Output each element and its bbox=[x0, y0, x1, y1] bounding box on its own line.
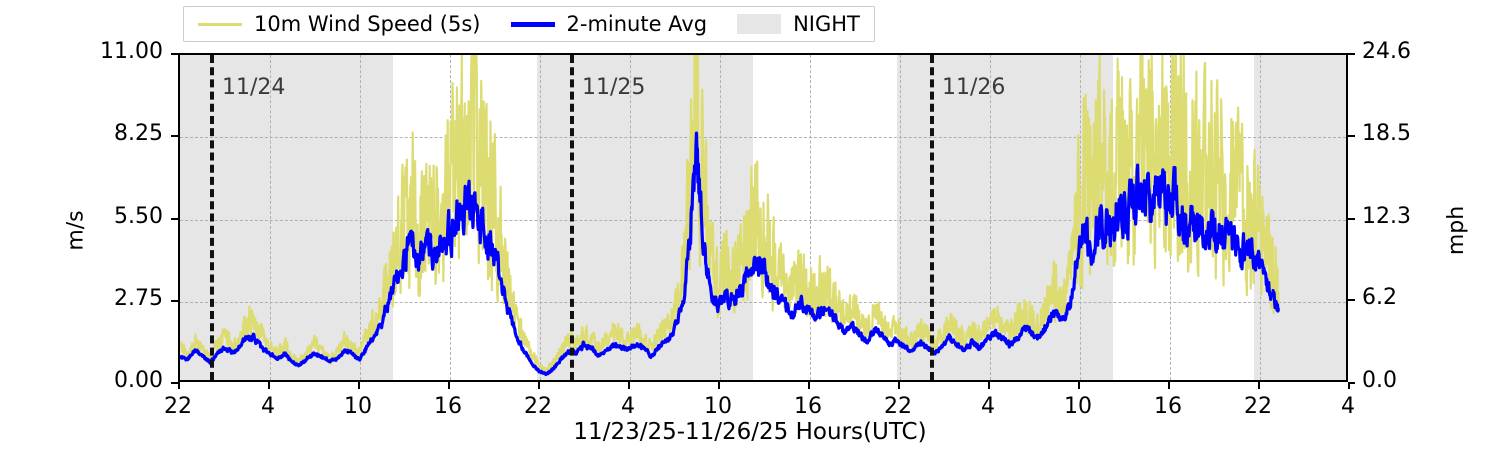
x-axis-tick-label: 22 bbox=[1244, 394, 1272, 419]
series-line-2-minute-avg bbox=[180, 133, 1278, 374]
x-axis-tick-mark bbox=[988, 382, 990, 389]
gridline-vertical bbox=[540, 55, 541, 380]
x-axis-tick-label: 4 bbox=[261, 394, 275, 419]
night-band bbox=[180, 55, 393, 380]
y-axis-right-tick-mark bbox=[1348, 53, 1355, 55]
legend-label-10m-wind-speed: 10m Wind Speed (5s) bbox=[254, 11, 481, 36]
x-axis-tick-mark bbox=[718, 382, 720, 389]
day-divider-line bbox=[210, 55, 214, 380]
y-axis-right-tick-mark bbox=[1348, 134, 1355, 137]
x-axis-tick-mark bbox=[898, 382, 900, 389]
plot-area: 11/24 11/25 11/26 bbox=[178, 53, 1348, 382]
day-divider-label: 11/26 bbox=[942, 75, 1006, 100]
x-axis-tick-label: 10 bbox=[1064, 394, 1092, 419]
y-axis-left-tick-mark bbox=[171, 53, 178, 55]
y-axis-right-title: mph bbox=[1444, 205, 1470, 256]
gridline-horizontal bbox=[180, 301, 1346, 303]
x-axis-tick-label: 16 bbox=[794, 394, 822, 419]
x-axis-tick-label: 22 bbox=[164, 394, 192, 419]
x-axis-tick-mark bbox=[1258, 382, 1260, 389]
x-axis-tick-mark bbox=[628, 382, 630, 389]
legend-entry-2-minute-avg: 2-minute Avg bbox=[510, 7, 708, 41]
chart-legend: 10m Wind Speed (5s) 2-minute Avg NIGHT bbox=[183, 6, 875, 42]
y-axis-left-tick-label: 2.75 bbox=[114, 285, 163, 311]
gridline-vertical bbox=[630, 55, 631, 380]
y-axis-left-tick-mark bbox=[171, 135, 178, 138]
x-axis-tick-mark bbox=[178, 382, 180, 389]
day-divider-line bbox=[930, 55, 934, 380]
y-axis-left-tick-label: 5.50 bbox=[114, 203, 163, 229]
series-group bbox=[180, 55, 1346, 380]
y-axis-right-tick-mark bbox=[1348, 299, 1355, 302]
gridline-vertical bbox=[720, 55, 721, 380]
x-axis-tick-mark bbox=[1168, 382, 1170, 389]
gridline-vertical bbox=[900, 55, 901, 380]
x-axis-tick-mark bbox=[448, 382, 450, 389]
y-axis-right-tick-mark bbox=[1348, 382, 1355, 384]
y-axis-left-tick-mark bbox=[171, 217, 178, 220]
legend-label-night: NIGHT bbox=[793, 11, 860, 36]
day-divider-label: 11/25 bbox=[582, 75, 646, 100]
y-axis-left-title: m/s bbox=[63, 210, 89, 251]
y-axis-left-tick-label: 11.00 bbox=[100, 39, 163, 64]
x-axis-tick-label: 10 bbox=[704, 394, 732, 419]
x-axis-tick-label: 16 bbox=[1154, 394, 1182, 419]
day-divider-line bbox=[570, 55, 574, 380]
legend-swatch-2-minute-avg bbox=[510, 21, 555, 27]
x-axis-tick-mark bbox=[268, 382, 270, 389]
x-axis-tick-label: 10 bbox=[344, 394, 372, 419]
y-axis-right-tick-mark bbox=[1348, 217, 1355, 220]
gridline-vertical bbox=[990, 55, 991, 380]
legend-swatch-10m-wind-speed bbox=[198, 22, 242, 26]
x-axis-title: 11/23/25-11/26/25 Hours(UTC) bbox=[573, 419, 927, 445]
legend-swatch-night bbox=[737, 14, 782, 34]
gridline-vertical bbox=[360, 55, 361, 380]
gridline-vertical bbox=[810, 55, 811, 380]
gridline-vertical bbox=[270, 55, 271, 380]
y-axis-right-tick-label: 24.6 bbox=[1362, 39, 1411, 64]
x-axis-tick-label: 22 bbox=[884, 394, 912, 419]
x-axis-tick-label: 22 bbox=[524, 394, 552, 419]
legend-label-2-minute-avg: 2-minute Avg bbox=[566, 11, 708, 36]
series-line-10m-wind-speed bbox=[180, 55, 1278, 372]
y-axis-right-tick-label: 6.2 bbox=[1362, 285, 1397, 311]
x-axis-tick-mark bbox=[1348, 382, 1350, 389]
x-axis-tick-mark bbox=[358, 382, 360, 389]
y-axis-right-tick-label: 18.5 bbox=[1362, 120, 1411, 146]
gridline-horizontal bbox=[180, 137, 1346, 139]
x-axis-tick-label: 4 bbox=[1341, 394, 1355, 419]
x-axis-tick-mark bbox=[808, 382, 810, 389]
legend-entry-10m-wind-speed: 10m Wind Speed (5s) bbox=[198, 7, 481, 41]
y-axis-right-tick-label: 12.3 bbox=[1362, 203, 1411, 229]
x-axis-tick-mark bbox=[1078, 382, 1080, 389]
x-axis-tick-mark bbox=[538, 382, 540, 389]
legend-entry-night: NIGHT bbox=[737, 7, 860, 41]
y-axis-right-tick-label: 0.0 bbox=[1362, 368, 1397, 393]
y-axis-left-tick-mark bbox=[171, 382, 178, 384]
x-axis-tick-label: 4 bbox=[621, 394, 635, 419]
y-axis-left-tick-mark bbox=[171, 299, 178, 302]
y-axis-left-tick-label: 0.00 bbox=[114, 368, 163, 393]
x-axis-tick-label: 4 bbox=[981, 394, 995, 419]
x-axis-tick-label: 16 bbox=[434, 394, 462, 419]
y-axis-left-tick-label: 8.25 bbox=[114, 121, 163, 147]
day-divider-label: 11/24 bbox=[222, 75, 286, 100]
